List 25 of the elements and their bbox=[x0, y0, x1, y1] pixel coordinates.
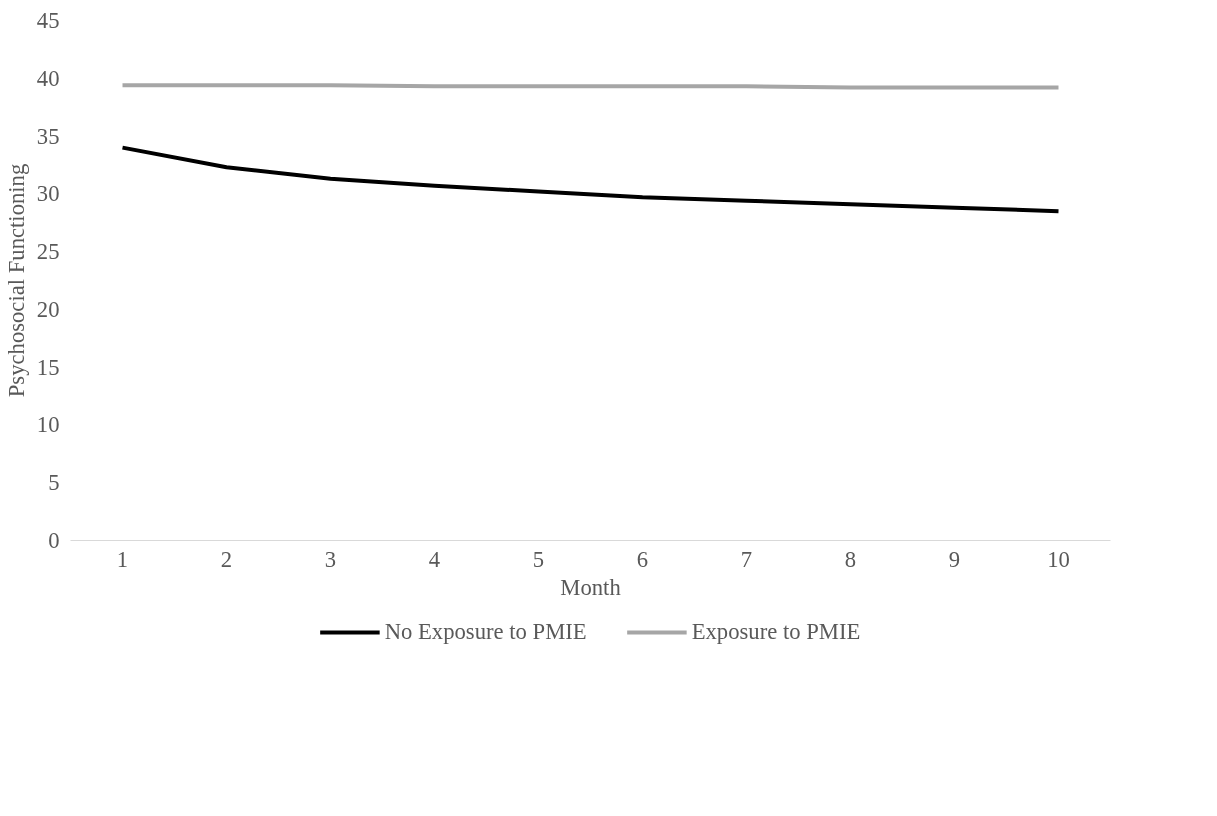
x-tick-label: 6 bbox=[636, 546, 649, 572]
y-tick-label: 5 bbox=[48, 470, 60, 496]
x-tick-label: 3 bbox=[324, 546, 337, 572]
x-tick-label: 4 bbox=[428, 546, 441, 572]
y-axis-title: Psychosocial Functioning bbox=[3, 163, 29, 398]
x-tick-label: 2 bbox=[220, 546, 233, 572]
y-tick-label: 25 bbox=[36, 239, 60, 265]
y-tick-label: 30 bbox=[36, 181, 60, 207]
y-tick-label: 20 bbox=[36, 296, 60, 322]
x-axis-title: Month bbox=[560, 574, 622, 600]
x-tick-label: 5 bbox=[532, 546, 545, 572]
y-tick-label: 10 bbox=[36, 412, 60, 438]
legend-label: No Exposure to PMIE bbox=[384, 619, 587, 645]
x-tick-label: 1 bbox=[116, 546, 129, 572]
line-series bbox=[120, 145, 1061, 214]
y-tick-label: 15 bbox=[36, 354, 60, 380]
x-tick-label: 7 bbox=[740, 546, 753, 572]
legend-label: Exposure to PMIE bbox=[691, 619, 861, 645]
y-tick-label: 35 bbox=[36, 123, 60, 149]
y-tick-label: 0 bbox=[48, 528, 60, 553]
x-tick-label: 10 bbox=[1047, 546, 1070, 572]
x-tick-label: 8 bbox=[844, 546, 857, 572]
y-tick-label: 45 bbox=[36, 8, 60, 33]
y-tick-label: 40 bbox=[36, 65, 60, 91]
x-tick-label: 9 bbox=[948, 546, 961, 572]
